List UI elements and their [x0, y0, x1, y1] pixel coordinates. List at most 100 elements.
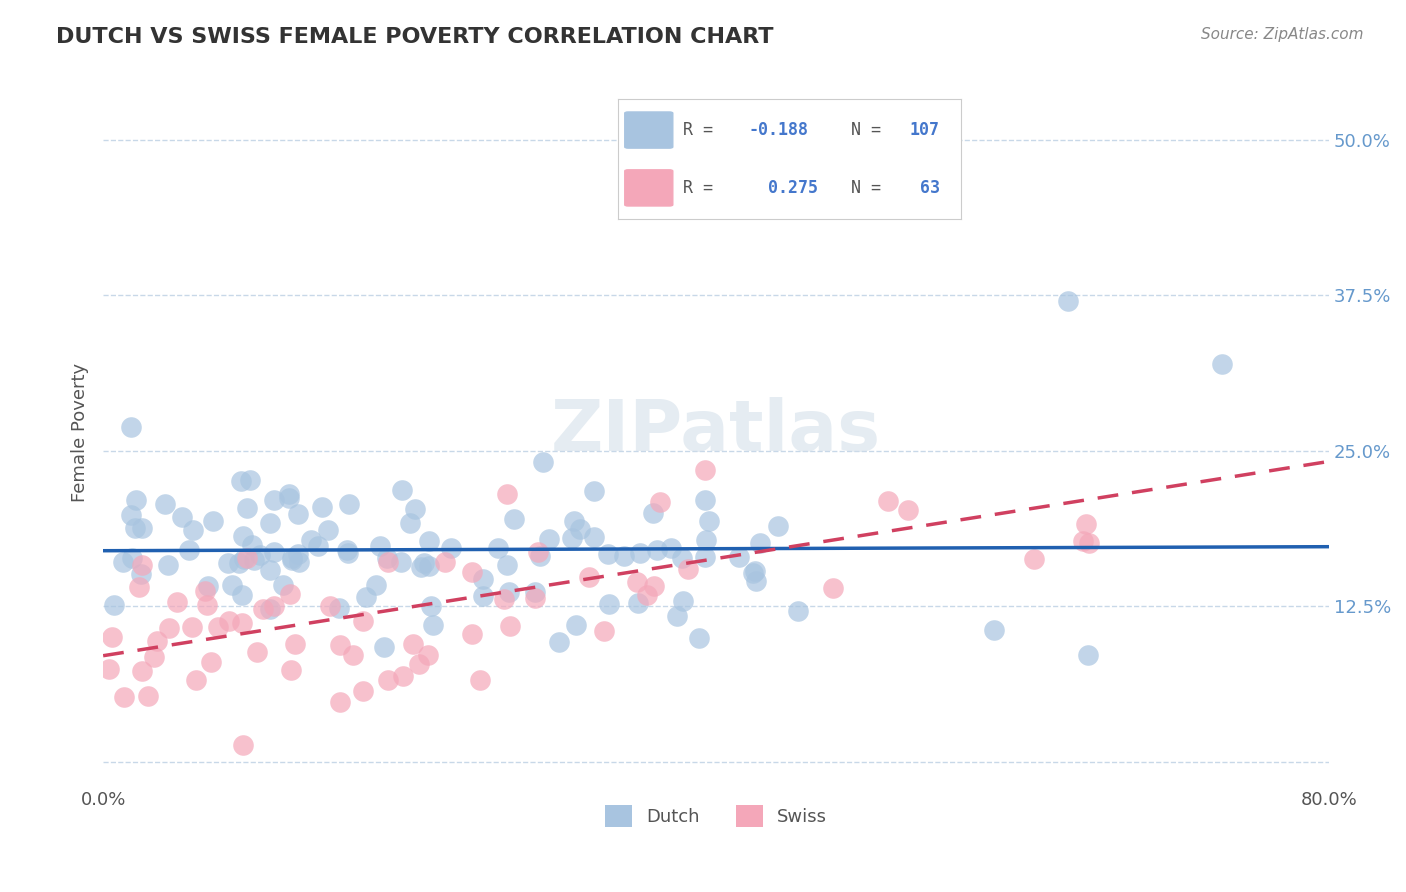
Point — [613, 549, 636, 563]
Point — [249, 548, 271, 562]
Point — [278, 586, 301, 600]
Point — [299, 533, 322, 548]
Point — [499, 618, 522, 632]
Text: DUTCH VS SWISS FEMALE POVERTY CORRELATION CHART: DUTCH VS SWISS FEMALE POVERTY CORRELATIO… — [56, 27, 773, 46]
Point — [263, 599, 285, 613]
Point — [531, 455, 554, 469]
Point — [278, 491, 301, 506]
Point — [288, 555, 311, 569]
Point — [688, 631, 710, 645]
Point — [263, 545, 285, 559]
Point — [418, 534, 440, 549]
Point — [207, 620, 229, 634]
Point — [562, 514, 585, 528]
Point — [418, 559, 440, 574]
Point — [231, 588, 253, 602]
Point — [1022, 551, 1045, 566]
Point — [157, 558, 180, 572]
Point — [728, 550, 751, 565]
Point — [659, 541, 682, 555]
Point — [195, 599, 218, 613]
Point — [561, 531, 583, 545]
Point — [1077, 648, 1099, 663]
Point — [120, 419, 142, 434]
Point — [641, 506, 664, 520]
Point — [184, 673, 207, 688]
Point — [277, 487, 299, 501]
Point — [745, 574, 768, 588]
Y-axis label: Female Poverty: Female Poverty — [72, 362, 89, 501]
Point — [153, 497, 176, 511]
Point — [643, 579, 665, 593]
Point — [695, 550, 717, 565]
Point — [495, 558, 517, 573]
Point — [564, 618, 586, 632]
Point — [236, 551, 259, 566]
Point — [626, 596, 648, 610]
Point — [1076, 517, 1098, 532]
Point — [337, 546, 360, 560]
Point — [252, 601, 274, 615]
Point — [408, 657, 430, 671]
Point — [583, 531, 606, 545]
Point — [434, 555, 457, 569]
Point — [983, 624, 1005, 638]
Point — [259, 563, 281, 577]
Point — [111, 555, 134, 569]
Point — [368, 539, 391, 553]
Point — [229, 475, 252, 489]
Point — [342, 648, 364, 662]
Point — [329, 638, 352, 652]
Point — [626, 575, 648, 590]
Point — [672, 594, 695, 608]
Point — [498, 584, 520, 599]
Point — [181, 524, 204, 538]
Point — [748, 536, 770, 550]
Point — [399, 516, 422, 531]
Point — [598, 597, 620, 611]
Point — [693, 463, 716, 477]
Point — [492, 592, 515, 607]
Point — [124, 521, 146, 535]
Point — [877, 494, 900, 508]
Point — [636, 588, 658, 602]
Point — [486, 541, 509, 556]
Point — [582, 484, 605, 499]
Point — [412, 556, 434, 570]
Point — [897, 503, 920, 517]
Point — [411, 559, 433, 574]
Point — [647, 543, 669, 558]
Point — [440, 541, 463, 556]
Point — [336, 543, 359, 558]
Point — [232, 738, 254, 752]
Point — [329, 695, 352, 709]
Point — [103, 598, 125, 612]
Point — [375, 550, 398, 565]
Legend: Dutch, Swiss: Dutch, Swiss — [598, 797, 835, 834]
Point — [787, 604, 810, 618]
Point — [281, 551, 304, 566]
Point — [221, 577, 243, 591]
Point — [768, 519, 790, 533]
Point — [569, 522, 592, 536]
Point — [352, 614, 374, 628]
Point — [503, 511, 526, 525]
Point — [527, 545, 550, 559]
Point — [471, 589, 494, 603]
Point — [377, 673, 399, 688]
Point — [128, 580, 150, 594]
Point — [172, 509, 194, 524]
Point — [472, 572, 495, 586]
Point — [671, 551, 693, 566]
Point — [287, 507, 309, 521]
Point — [391, 483, 413, 497]
Point — [136, 689, 159, 703]
Point — [142, 649, 165, 664]
Point — [97, 662, 120, 676]
Point — [529, 549, 551, 564]
Point — [630, 546, 652, 560]
Point — [373, 640, 395, 654]
Point — [281, 552, 304, 566]
Point — [131, 664, 153, 678]
Point — [231, 615, 253, 630]
